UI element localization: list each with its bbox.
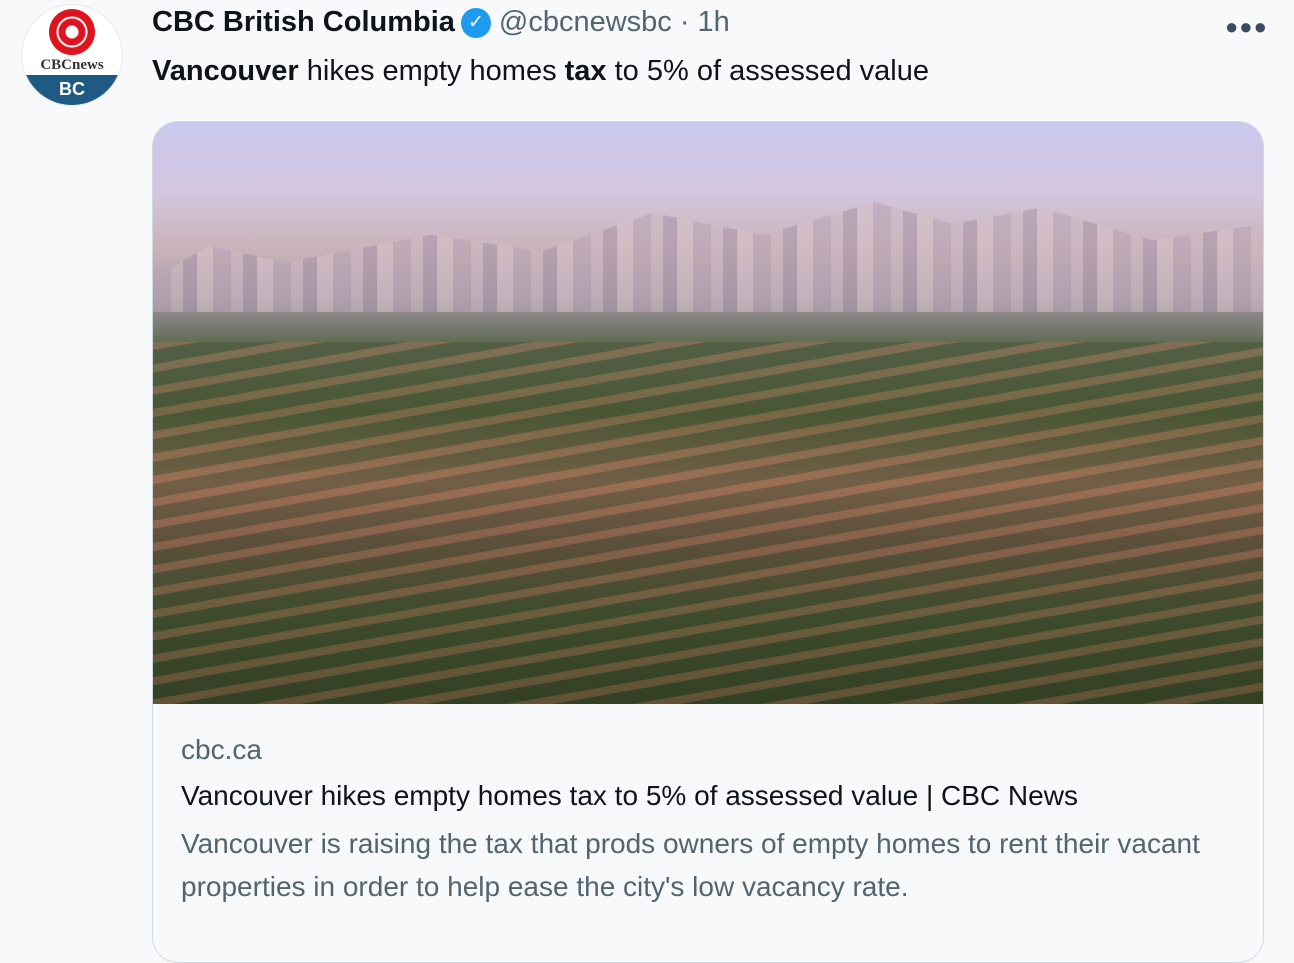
link-card[interactable]: cbc.ca Vancouver hikes empty homes tax t… — [152, 121, 1264, 963]
avatar-region: BC — [22, 75, 122, 105]
author-handle[interactable]: @cbcnewsbc — [498, 6, 672, 38]
card-domain: cbc.ca — [181, 734, 262, 765]
article-image[interactable] — [153, 122, 1263, 704]
avatar-wordmark: CBCnews — [40, 57, 104, 73]
skyline — [153, 202, 1263, 312]
tweet-header: CBC British Columbia ✓ @cbcnewsbc · 1h — [152, 6, 730, 39]
tweet-text: Vancouver hikes empty homes tax to 5% of… — [152, 55, 929, 88]
card-description: Vancouver is raising the tax that prods … — [181, 828, 1200, 902]
tweet-time[interactable]: 1h — [697, 6, 730, 38]
card-title: Vancouver hikes empty homes tax to 5% of… — [181, 780, 1078, 811]
separator: · — [679, 6, 690, 38]
neighbourhood — [153, 342, 1263, 704]
avatar[interactable]: CBCnews BC — [22, 5, 122, 105]
card-meta: cbc.ca Vancouver hikes empty homes tax t… — [181, 734, 1235, 908]
text-bold: Vancouver — [152, 55, 299, 87]
more-horizontal-icon[interactable]: ●●● — [1225, 14, 1268, 39]
text-part: hikes empty homes — [298, 55, 565, 87]
text-part: to 5% of assessed value — [606, 55, 929, 87]
author-name[interactable]: CBC British Columbia — [152, 6, 455, 38]
verified-icon: ✓ — [460, 7, 491, 38]
text-bold: tax — [564, 55, 607, 87]
cbc-gem-logo — [49, 9, 95, 55]
